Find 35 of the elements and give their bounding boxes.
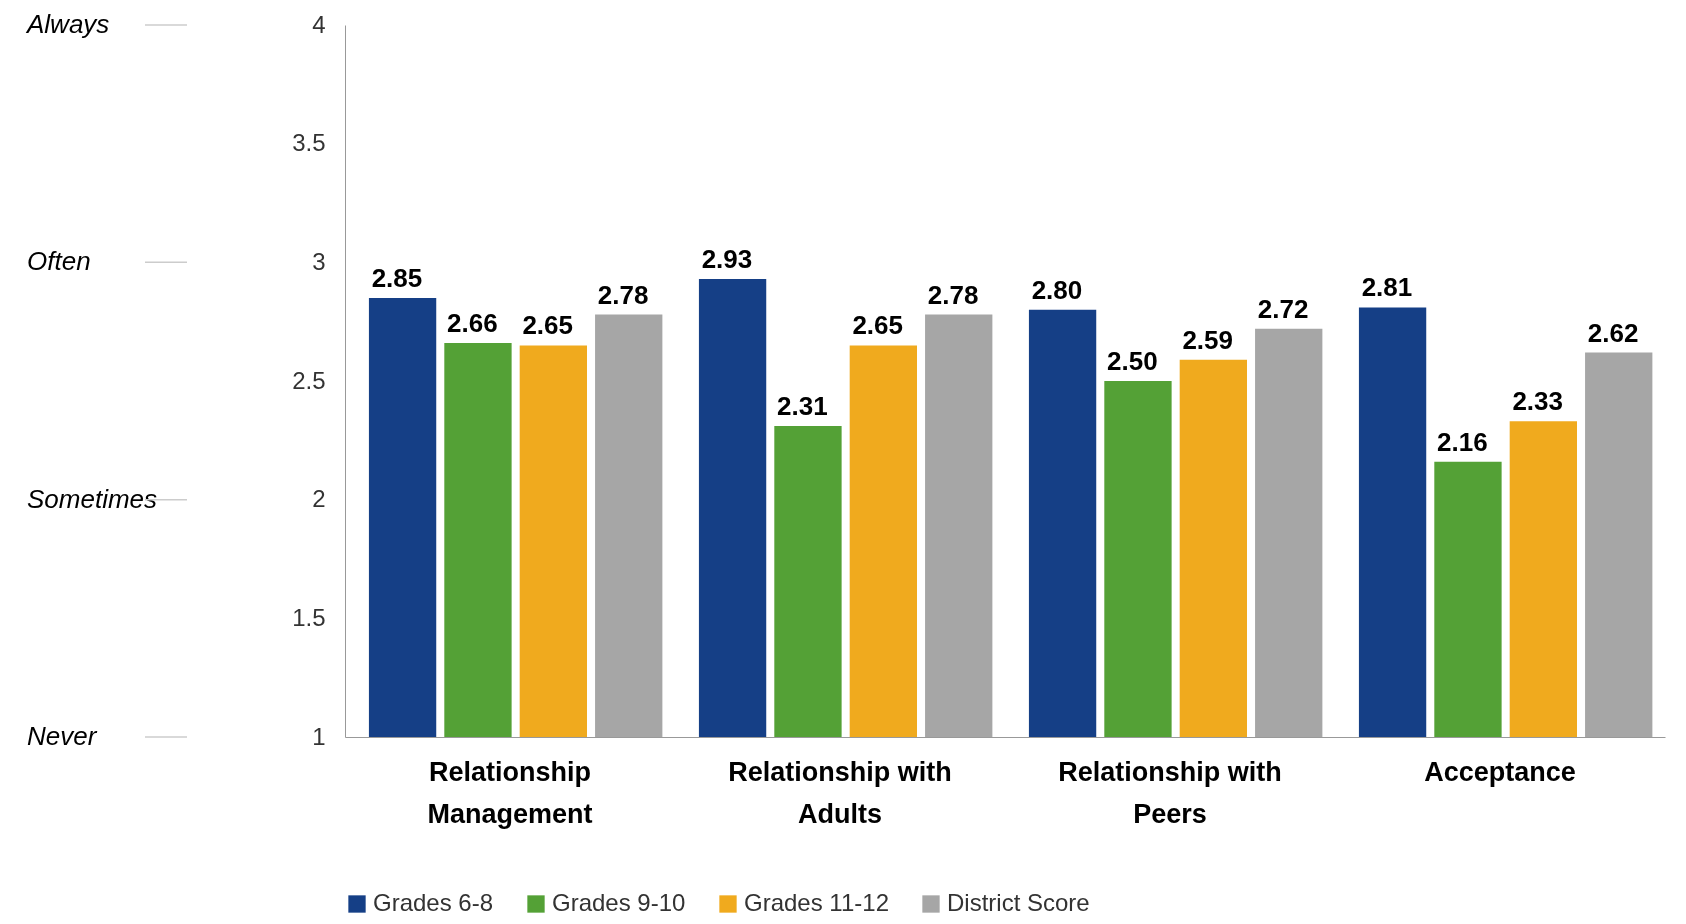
data-label: 2.31 bbox=[777, 391, 828, 422]
data-label: 2.78 bbox=[927, 279, 979, 310]
data-label: 2.93 bbox=[701, 243, 753, 274]
text: Always bbox=[25, 9, 110, 39]
x-tick-label: Acceptance bbox=[1424, 756, 1576, 787]
y-tick-label: 2.5 bbox=[292, 366, 326, 394]
data-label: 2.65 bbox=[522, 310, 573, 341]
data-label: 2.59 bbox=[1182, 324, 1233, 355]
data-label: 2.80 bbox=[1031, 274, 1083, 305]
y-tick-label: 1.5 bbox=[292, 603, 326, 631]
y-tick-label: 3.5 bbox=[292, 129, 326, 157]
data-label: 2.81 bbox=[1361, 272, 1413, 303]
data-label: 2.62 bbox=[1587, 317, 1639, 348]
data-label: 2.16 bbox=[1437, 426, 1488, 457]
x-tick-label: Relationship Management bbox=[427, 756, 593, 829]
data-label: 2.85 bbox=[371, 262, 423, 293]
legend-label: Grades 9-10 bbox=[552, 889, 686, 916]
data-label: 2.66 bbox=[447, 308, 498, 339]
y-tick-label: 4 bbox=[312, 10, 326, 38]
x-tick-label: Relationship with Adults bbox=[728, 756, 952, 829]
legend-label: District Score bbox=[947, 889, 1090, 916]
data-label: 2.50 bbox=[1107, 346, 1158, 376]
text: Sometimes bbox=[27, 483, 158, 514]
y-tick-label: 2 bbox=[312, 485, 326, 513]
data-label: 2.65 bbox=[852, 310, 903, 341]
text: Never bbox=[27, 721, 98, 751]
y-tick-label: 1 bbox=[312, 722, 326, 750]
data-label: 2.72 bbox=[1257, 293, 1309, 324]
data-label: 2.33 bbox=[1512, 386, 1563, 417]
text: Often bbox=[27, 246, 91, 277]
legend-label: Grades 11-12 bbox=[744, 889, 889, 916]
x-tick-label: Relationship with Peers bbox=[1058, 756, 1282, 829]
data-label: 2.78 bbox=[597, 279, 649, 310]
y-tick-label: 3 bbox=[312, 247, 326, 275]
legend-label: Grades 6-8 bbox=[373, 889, 494, 916]
